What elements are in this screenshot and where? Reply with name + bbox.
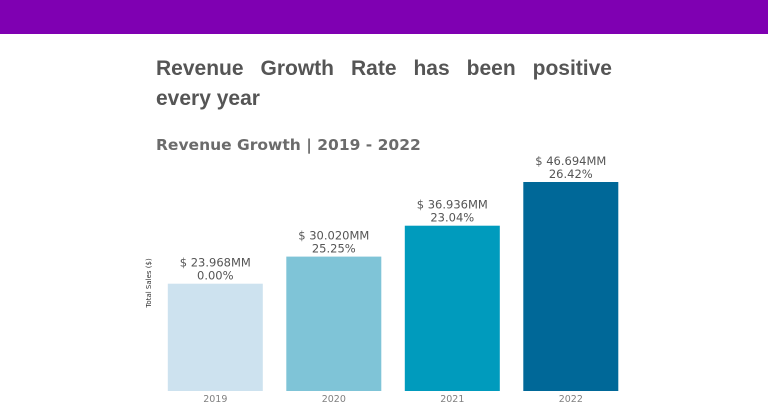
y-axis-label: Total Sales ($) (145, 258, 153, 309)
bars-layer (167, 182, 619, 391)
x-tick-labels: 2019 2020 2021 2022 (203, 394, 583, 405)
growth-label-2020: 25.25% (312, 242, 356, 256)
bar-2021 (404, 225, 500, 391)
value-label-2021: $ 36.936MM (417, 198, 488, 212)
x-tick-2021: 2021 (440, 394, 464, 405)
headline: Revenue Growth Rate has been positive ev… (156, 57, 612, 110)
growth-label-2021: 23.04% (430, 211, 474, 225)
x-tick-2019: 2019 (203, 394, 227, 405)
value-label-2020: $ 30.020MM (298, 229, 369, 243)
chart-title: Revenue Growth | 2019 - 2022 (156, 136, 421, 154)
bar-2022 (523, 182, 619, 391)
x-tick-2022: 2022 (559, 394, 583, 405)
top-banner (0, 0, 768, 34)
bar-2020 (286, 256, 382, 391)
value-label-2022: $ 46.694MM (535, 154, 606, 168)
x-tick-2020: 2020 (322, 394, 346, 405)
bar-2019 (167, 283, 263, 391)
growth-label-2019: 0.00% (197, 269, 234, 283)
value-label-2019: $ 23.968MM (180, 256, 251, 270)
growth-label-2022: 26.42% (549, 167, 593, 181)
